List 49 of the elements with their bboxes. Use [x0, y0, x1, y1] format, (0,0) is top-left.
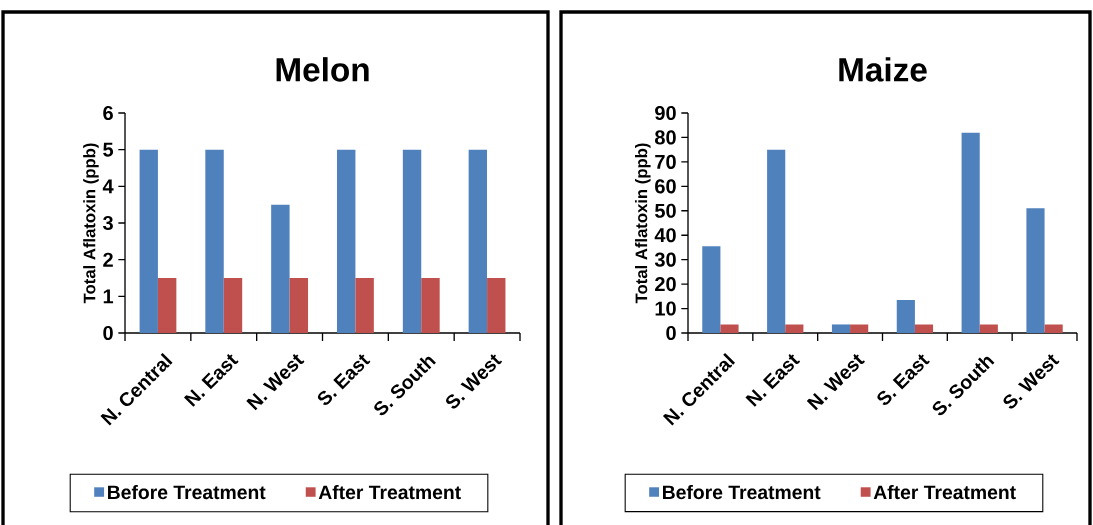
legend-label: After Treatment [873, 484, 1016, 500]
y-axis-title: Total Aflatoxin (ppb) [83, 143, 99, 304]
bar [720, 324, 739, 333]
bar [961, 132, 980, 333]
legend-label: Before Treatment [663, 484, 821, 500]
bar [850, 324, 869, 333]
legend-label: Before Treatment [108, 484, 266, 500]
bar [468, 149, 488, 333]
bar [271, 204, 290, 333]
bar [831, 324, 851, 333]
chart-title: Melon [276, 57, 369, 82]
y-tick-label: 20 [655, 277, 676, 292]
y-tick-label: 1 [103, 289, 114, 304]
bar [1044, 324, 1063, 333]
y-tick-label: 60 [655, 179, 676, 194]
y-tick-label: 90 [655, 105, 676, 121]
y-tick-label: 3 [102, 215, 113, 231]
bar [336, 149, 356, 333]
bar [139, 149, 158, 333]
y-tick-label: 0 [666, 325, 676, 341]
y-tick-label: 30 [654, 252, 676, 267]
y-axis-title: Total Aflatoxin (ppb) [635, 143, 651, 304]
bar [1026, 208, 1045, 333]
y-tick-label: 50 [654, 203, 676, 218]
bar [979, 324, 998, 333]
bar [157, 277, 177, 333]
bar [421, 277, 440, 333]
bar [487, 277, 506, 333]
y-tick-label: 4 [102, 179, 114, 194]
bar [223, 277, 243, 333]
y-tick-label: 10 [655, 301, 676, 316]
y-tick-label: 0 [103, 325, 113, 341]
y-tick-label: 5 [103, 142, 114, 157]
y-tick-label: 80 [655, 130, 676, 145]
y-tick-label: 40 [654, 228, 676, 243]
bar [914, 324, 934, 333]
bar [702, 246, 721, 333]
legend-label: After Treatment [318, 484, 461, 500]
bar [402, 149, 422, 333]
y-tick-label: 70 [655, 154, 676, 169]
bar [896, 299, 915, 333]
bar [767, 149, 786, 333]
bar [355, 277, 374, 333]
y-tick-label: 2 [103, 252, 113, 267]
y-tick-label: 6 [103, 105, 113, 121]
bar [785, 324, 804, 333]
chart-title: Maize [839, 57, 927, 82]
bar [289, 277, 309, 333]
bar [205, 149, 224, 333]
